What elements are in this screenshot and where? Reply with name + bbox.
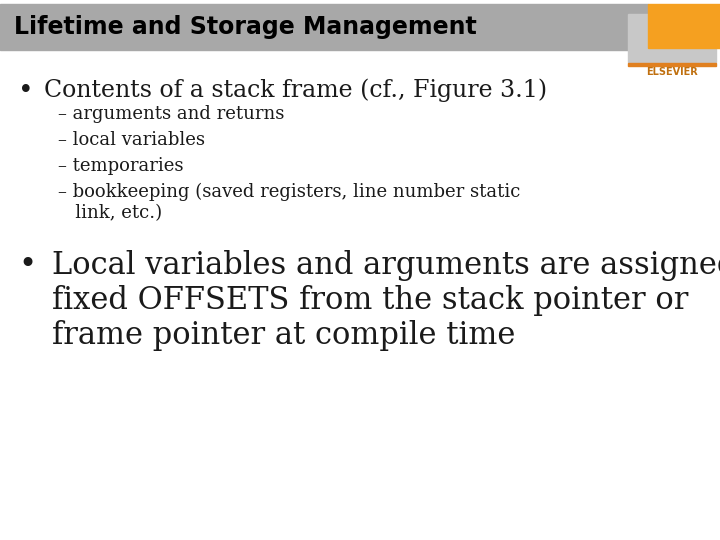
Text: – bookkeeping (saved registers, line number static
   link, etc.): – bookkeeping (saved registers, line num… <box>58 183 521 222</box>
Text: Lifetime and Storage Management: Lifetime and Storage Management <box>14 15 477 39</box>
Bar <box>628 63 716 66</box>
Text: •: • <box>18 78 34 103</box>
Bar <box>0 4 648 50</box>
Text: – local variables: – local variables <box>58 131 205 149</box>
Bar <box>648 4 720 48</box>
Text: fixed OFFSETS from the stack pointer or: fixed OFFSETS from the stack pointer or <box>52 285 688 316</box>
Text: •: • <box>18 250 36 281</box>
Bar <box>628 14 716 62</box>
Text: – temporaries: – temporaries <box>58 157 184 175</box>
Text: Local variables and arguments are assigned: Local variables and arguments are assign… <box>52 250 720 281</box>
Text: – arguments and returns: – arguments and returns <box>58 105 284 123</box>
Text: frame pointer at compile time: frame pointer at compile time <box>52 320 516 351</box>
Text: Contents of a stack frame (cf., Figure 3.1): Contents of a stack frame (cf., Figure 3… <box>44 78 547 102</box>
Text: ELSEVIER: ELSEVIER <box>646 67 698 77</box>
